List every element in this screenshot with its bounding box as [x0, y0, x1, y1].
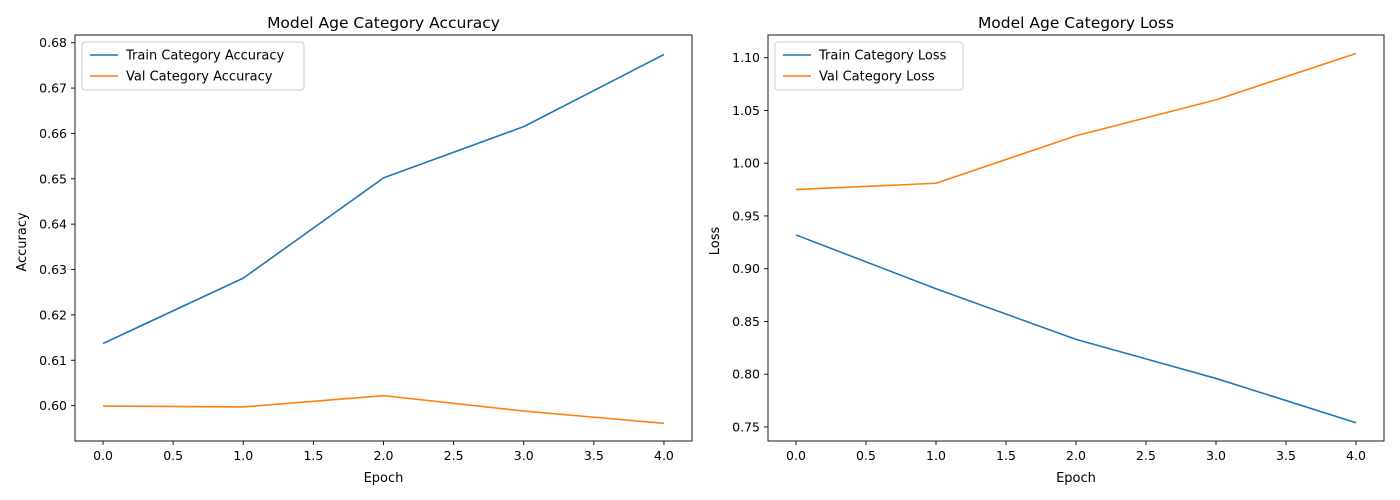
- x-tick-label: 0.0: [786, 448, 806, 463]
- chart-accuracy: Model Age Category Accuracy 0.0 0.5 1.0 1.5…: [15, 14, 693, 486]
- x-tick-label: 1.5: [996, 448, 1016, 463]
- series-line-0: [795, 234, 1357, 424]
- x-tick-label: 2.0: [1066, 448, 1086, 463]
- x-axis-label: Epoch: [364, 471, 404, 486]
- x-tick-label: 2.5: [1136, 448, 1156, 463]
- legend-label-0: Train Category Loss: [818, 49, 947, 64]
- chart-loss: Model Age Category Loss 0.0 0.5 1.0 1.5 2.0 2…: [708, 14, 1385, 486]
- x-tick-label: 1.0: [233, 448, 253, 463]
- x-tick-label: 3.0: [514, 448, 534, 463]
- y-tick-label: 0.62: [39, 307, 67, 322]
- legend-label-0: Train Category Accuracy: [125, 49, 284, 64]
- legend-label-1: Val Category Loss: [819, 70, 935, 85]
- legend-box: [774, 41, 964, 91]
- series-line-0: [102, 53, 665, 345]
- x-axis-label: Epoch: [1056, 471, 1096, 486]
- chart-title: Model Age Category Loss: [978, 14, 1174, 32]
- y-tick-label: 0.67: [39, 81, 67, 96]
- x-tick-label: 0.5: [163, 448, 183, 463]
- x-tick-label: 3.5: [584, 448, 604, 463]
- y-tick-label: 0.61: [39, 353, 67, 368]
- plot-area: 0.0 0.5 1.0 1.5 2.0 2.5 3.0 3.5 4.0 0.60 0.61 0.62 0…: [39, 34, 693, 463]
- y-tick-label: 0.66: [39, 126, 67, 141]
- y-tick-label: 0.95: [732, 208, 760, 223]
- y-axis-label: Accuracy: [15, 212, 30, 272]
- x-tick-label: 2.5: [444, 448, 464, 463]
- y-tick-label: 0.64: [39, 217, 67, 232]
- y-tick-label: 0.65: [39, 171, 67, 186]
- legend: Train Category Accuracy Val Category Accu…: [81, 41, 305, 91]
- y-tick-label: 1.00: [732, 156, 760, 171]
- legend-box: [81, 41, 305, 91]
- series-line-1: [103, 394, 665, 425]
- axes-frame: [767, 34, 1385, 442]
- x-tick-label: 3.0: [1206, 448, 1226, 463]
- y-tick-label: 0.60: [39, 398, 67, 413]
- x-tick-label: 1.0: [926, 448, 946, 463]
- legend-label-1: Val Category Accuracy: [126, 70, 273, 85]
- chart-title: Model Age Category Accuracy: [267, 14, 500, 32]
- x-tick-label: 0.0: [93, 448, 113, 463]
- y-tick-label: 0.85: [732, 314, 760, 329]
- x-tick-label: 0.5: [856, 448, 876, 463]
- x-tick-label: 2.0: [374, 448, 394, 463]
- y-tick-label: 1.10: [732, 50, 760, 65]
- x-tick-label: 1.5: [303, 448, 323, 463]
- y-tick-label: 0.75: [732, 419, 760, 434]
- y-tick-label: 0.80: [732, 367, 760, 382]
- axes-frame: [74, 34, 693, 442]
- y-tick-label: 0.90: [732, 261, 760, 276]
- series-line-1: [795, 52, 1357, 191]
- y-tick-label: 0.68: [39, 35, 67, 50]
- x-tick-label: 3.5: [1276, 448, 1296, 463]
- y-tick-label: 0.63: [39, 262, 67, 277]
- y-tick-label: 1.05: [732, 103, 760, 118]
- x-tick-label: 4.0: [654, 448, 674, 463]
- legend: Train Category Loss Val Category Loss: [774, 41, 964, 91]
- y-axis-label: Loss: [708, 227, 723, 256]
- x-tick-label: 4.0: [1346, 448, 1366, 463]
- plot-area: 0.0 0.5 1.0 1.5 2.0 2.5 3.0 3.5 4.0 0.75 0.80 0.85 0…: [732, 34, 1385, 463]
